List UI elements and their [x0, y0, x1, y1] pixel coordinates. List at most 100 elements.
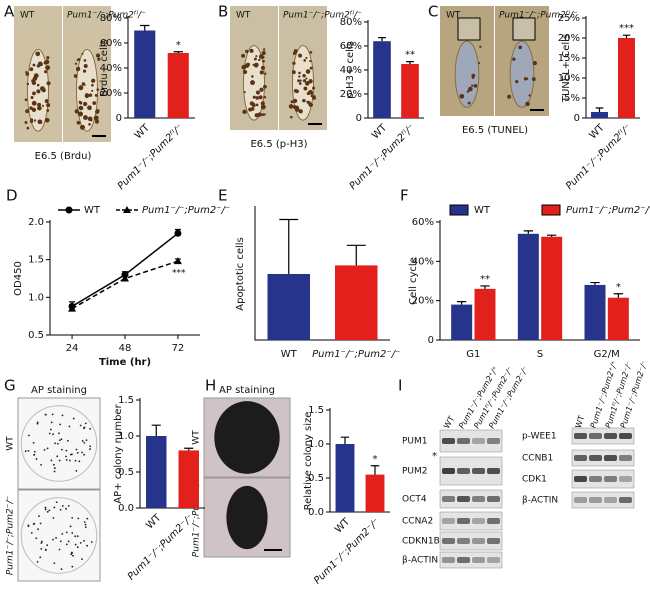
y-tick-label: 80% [340, 17, 362, 28]
colony-dot [65, 459, 68, 461]
blot-band [472, 496, 485, 502]
line [71, 232, 179, 308]
colony-dot [59, 423, 62, 426]
stain-dot [94, 119, 99, 124]
colony-dot [81, 440, 84, 442]
colony-dot [84, 526, 87, 529]
stain-dot [26, 82, 30, 86]
stain-dot [94, 93, 98, 97]
colony-dot [65, 531, 68, 534]
x-tick-label: 72 [172, 343, 185, 354]
stain-dot [305, 69, 311, 74]
stain-dot [44, 117, 50, 123]
colony-dot [58, 459, 61, 462]
colony-dot [81, 558, 83, 561]
stain-dot [523, 77, 528, 81]
stain-dot [262, 48, 266, 51]
y-tick-label: 0.5 [28, 330, 44, 341]
colony-dot [61, 414, 64, 417]
stain-dot [254, 113, 259, 118]
colony-dot [56, 455, 59, 458]
stain-dot [302, 74, 306, 78]
blot-strip [571, 449, 635, 467]
stain-dot [479, 45, 482, 48]
stain-dot [312, 95, 316, 98]
significance: * [176, 40, 181, 51]
colony-dot [44, 549, 47, 552]
stain-dot [255, 103, 259, 107]
blot-band [619, 433, 632, 439]
colony-dot [39, 522, 42, 525]
blot-strip [571, 427, 635, 445]
blot-band [487, 538, 500, 544]
y-axis-label: AP+ colony number [113, 403, 124, 503]
stain-dot [471, 73, 476, 78]
stain-dot [46, 103, 51, 108]
blot-band [442, 468, 455, 474]
x-tick-label: S [537, 349, 543, 360]
lane-label: WT [442, 415, 456, 431]
inset [457, 17, 481, 41]
colony [226, 485, 268, 550]
marker [173, 257, 182, 265]
stain-dot [45, 65, 51, 71]
image-label: Pum1⁻/⁻;Pum2ᶠˡ/⁻ [283, 11, 362, 21]
x-tick-label: WT [370, 122, 390, 142]
colony-dot [53, 470, 56, 473]
x-tick-label: WT [281, 349, 298, 360]
marker [174, 229, 182, 237]
colony-dot [27, 434, 30, 437]
stain-dot [26, 126, 30, 130]
blot-band [604, 433, 617, 439]
stain-dot [254, 62, 259, 67]
stain-dot [82, 101, 88, 107]
colony-dot [85, 439, 88, 442]
stain-dot [243, 69, 248, 75]
marker [121, 274, 129, 282]
stain-dot [250, 80, 255, 86]
colony-dot [67, 504, 70, 507]
panel-letter: A [4, 3, 15, 21]
x-tick-label: WT [333, 516, 353, 536]
colony-dot [68, 425, 71, 428]
blot-band [487, 557, 500, 563]
blot-band [457, 496, 470, 502]
blot-band [619, 476, 632, 482]
y-tick-label: 1.0 [28, 292, 44, 303]
colony-dot [48, 432, 51, 435]
colony-dot [53, 506, 56, 509]
blot-band [619, 455, 632, 461]
colony-dot [65, 449, 68, 452]
stain-dot [297, 79, 301, 83]
blot-label: CCNB1 [522, 454, 553, 464]
stain-dot [259, 70, 264, 75]
stain-dot [288, 104, 294, 109]
colony-dot [55, 501, 58, 504]
error-bar [184, 447, 194, 451]
stain-dot [258, 58, 261, 62]
blot-label: β-ACTIN [522, 496, 558, 506]
stain-dot [38, 103, 41, 106]
stain-dot [31, 80, 37, 86]
error-bar [346, 244, 366, 266]
colony-dot [58, 439, 61, 442]
y-tick-label: 15% [558, 53, 580, 64]
colony-dot [71, 532, 74, 534]
y-tick-label: 60% [340, 41, 362, 52]
error-bar [622, 34, 631, 38]
stain-image [17, 397, 101, 490]
colony-dot [65, 543, 68, 546]
colony-dot [60, 568, 63, 571]
stain-dot [83, 59, 87, 62]
colony-dot [58, 548, 61, 551]
panel-letter: D [6, 187, 18, 205]
stain-dot [292, 61, 296, 65]
stain-dot [466, 90, 470, 93]
stain-dot [78, 106, 82, 110]
colony-dot [40, 548, 43, 550]
stain-dot [310, 103, 314, 107]
colony-dot [58, 432, 60, 435]
stain-dot [41, 104, 45, 107]
stain-dot [97, 57, 101, 61]
stain-dot [82, 69, 87, 73]
